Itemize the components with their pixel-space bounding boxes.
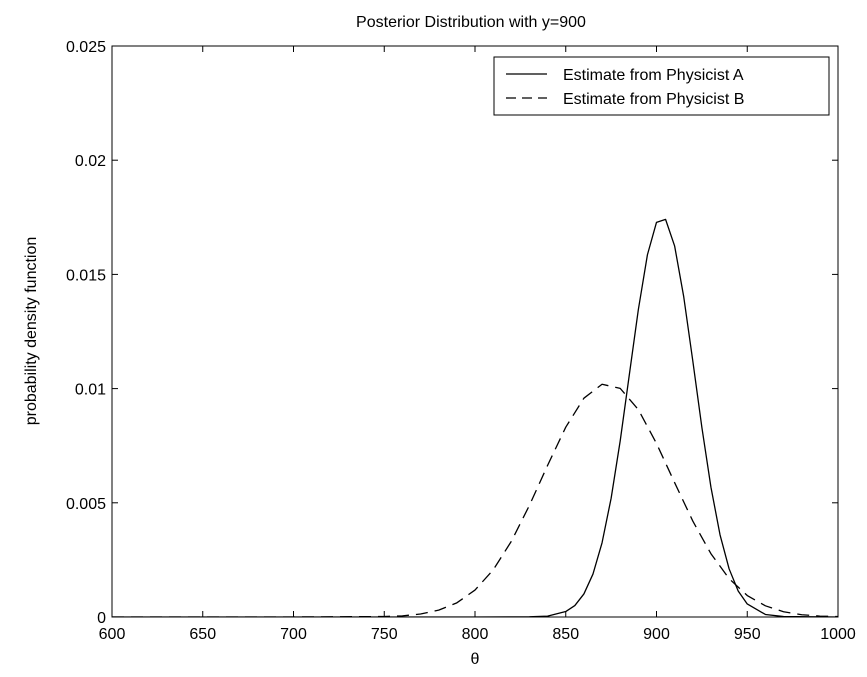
legend-label-b: Estimate from Physicist B	[563, 91, 744, 108]
y-axis-title: probability density function	[23, 237, 40, 426]
y-tick-label: 0.02	[75, 153, 106, 170]
plot-area	[111, 45, 839, 618]
x-tick-label: 750	[371, 626, 398, 643]
legend-label-a: Estimate from Physicist A	[563, 67, 744, 84]
y-tick-label: 0.01	[75, 382, 106, 399]
chart-title: Posterior Distribution with y=900	[356, 14, 586, 31]
y-tick-label: 0	[97, 610, 106, 627]
legend: Estimate from Physicist A Estimate from …	[493, 56, 830, 116]
x-tick-label: 700	[280, 626, 307, 643]
legend-box	[493, 56, 830, 116]
x-tick-label: 900	[643, 626, 670, 643]
x-tick-label: 800	[462, 626, 489, 643]
series-line-physicist-a	[112, 218, 838, 617]
x-tick-label: 1000	[820, 626, 856, 643]
y-axis: 0 0.005 0.01 0.015 0.02 0.025	[66, 39, 838, 627]
plot-frame	[111, 45, 839, 618]
series-layer	[112, 218, 838, 617]
x-axis: 600 650 700 750 800 850 900 950 1000	[99, 46, 856, 643]
x-tick-label: 950	[734, 626, 761, 643]
y-tick-label: 0.015	[66, 267, 106, 284]
x-tick-label: 850	[552, 626, 579, 643]
x-axis-title: θ	[471, 651, 480, 668]
x-tick-label: 650	[189, 626, 216, 643]
y-tick-label: 0.005	[66, 496, 106, 513]
series-line-physicist-b	[112, 383, 838, 617]
y-tick-label: 0.025	[66, 39, 106, 56]
x-tick-label: 600	[99, 626, 126, 643]
